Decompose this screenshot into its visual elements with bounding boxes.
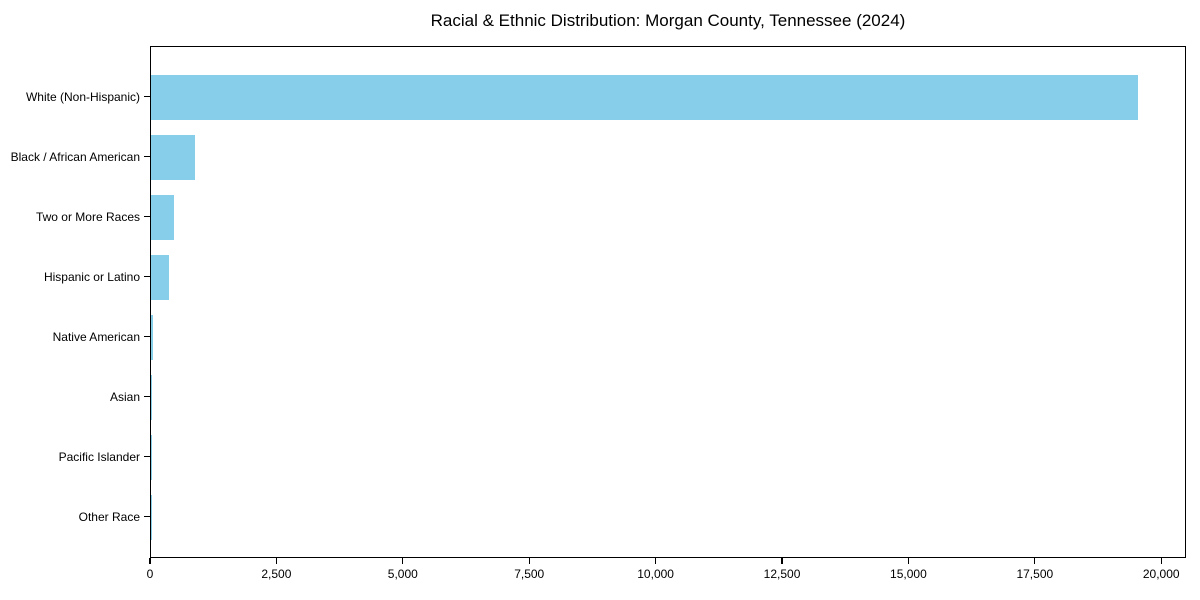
x-tick-mark [781,558,783,564]
x-axis-tick-label: 20,000 [1142,567,1180,581]
x-axis-tick-label: 17,500 [1016,567,1054,581]
bar-white-non-hispanic [151,75,1138,120]
x-axis-tick-label: 5,000 [387,567,418,581]
x-tick-mark [528,558,530,564]
y-axis-label-hispanic-or-latino: Hispanic or Latino [43,269,140,284]
y-tick-mark [144,335,150,338]
y-tick-mark [144,515,150,518]
y-axis-label-other-race: Other Race [78,509,140,524]
plot-area [150,46,1186,558]
y-tick-mark [144,95,150,98]
x-axis-tick-label: 7,500 [514,567,545,581]
x-axis-tick-label: 10,000 [637,567,674,581]
y-tick-mark [144,215,150,218]
y-tick-mark [144,275,150,278]
chart-title: Racial & Ethnic Distribution: Morgan Cou… [430,11,906,30]
bar-hispanic-or-latino [151,255,170,300]
x-axis-tick-label: 15,000 [890,567,927,581]
x-tick-mark [907,558,909,564]
y-axis-label-native-american: Native American [52,329,140,344]
x-axis-tick-label: 2,500 [261,567,292,581]
y-tick-mark [144,395,150,398]
x-axis-tick-label: 0 [146,567,154,581]
y-axis-label-black-african-american: Black / African American [10,149,140,164]
bar-asian [151,375,152,420]
bar-native-american [151,315,153,360]
x-tick-mark [149,558,151,564]
y-tick-mark [144,155,150,158]
x-tick-mark [1034,558,1036,564]
bar-black-african-american [151,135,195,180]
x-tick-mark [275,558,277,564]
bar-two-or-more-races [151,195,175,240]
y-axis-label-pacific-islander: Pacific Islander [58,449,140,464]
x-tick-mark [402,558,404,564]
y-axis-label-asian: Asian [109,389,140,404]
x-axis-tick-label: 12,500 [763,567,801,581]
y-axis-label-white-non-hispanic: White (Non-Hispanic) [25,89,140,104]
y-axis-label-two-or-more-races: Two or More Races [35,209,140,224]
x-tick-mark [655,558,657,564]
y-tick-mark [144,455,150,458]
x-tick-mark [1160,558,1162,564]
